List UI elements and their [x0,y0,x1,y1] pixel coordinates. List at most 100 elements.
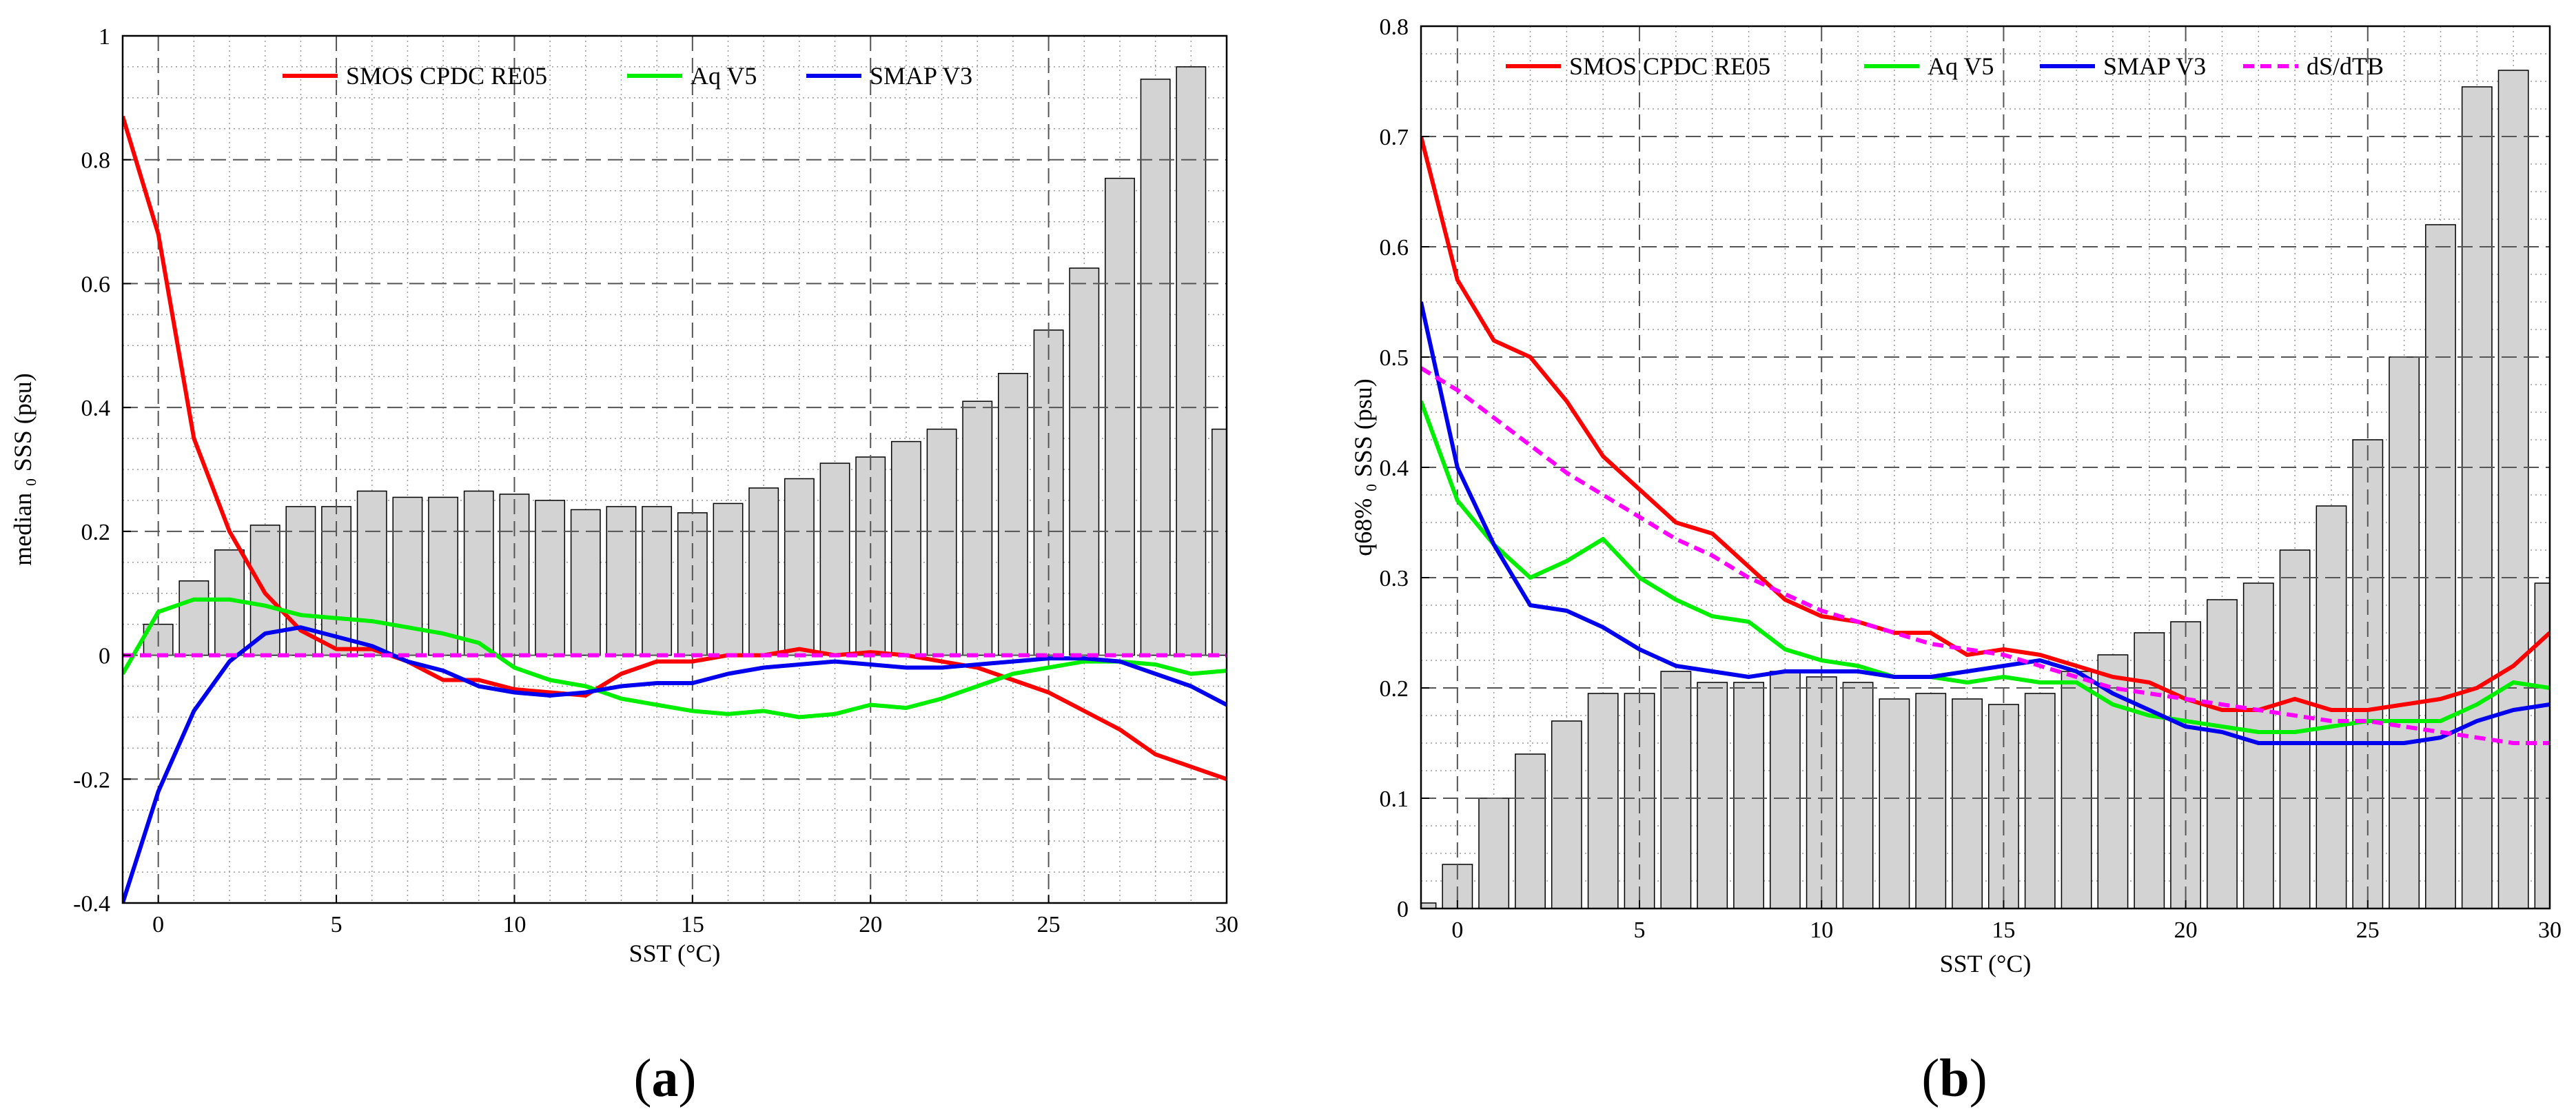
series-line-smap-v3 [1421,301,2550,745]
histogram-bar [2389,356,2420,909]
histogram-bar [1879,698,1910,909]
x-tick-label: 5 [331,912,343,937]
y-tick-label: 0.8 [81,148,111,174]
legend-label: SMOS CPDC RE05 [1569,52,1770,80]
y-tick-label: 0.2 [81,520,111,545]
x-tick-label: 15 [1992,917,2015,943]
x-axis-label: SST (°C) [1940,950,2032,977]
x-tick-label: 30 [1215,912,1238,937]
histogram-bar [1733,682,1764,909]
legend-label: SMAP V3 [870,62,972,90]
histogram-bar [2024,693,2056,909]
histogram-bar [1697,682,1728,909]
plot-frame [121,34,1228,904]
y-tick-label: 0.1 [1380,787,1409,812]
histogram-bar [1842,682,1874,909]
y-tick-label: 0.6 [1380,235,1409,261]
histogram-bar [784,478,815,656]
x-tick-label: 10 [1810,917,1833,943]
histogram-bar [2134,632,2165,909]
histogram-bars [143,66,1227,656]
series-line-smap-v3 [123,625,1227,903]
histogram-bar [713,503,744,656]
y-tick-label: 1 [99,24,110,50]
chart-panel-b: 0 5 10 15 20 25 30 0 0.1 0.2 0.3 0.4 0.5 0.6 0.7 0.8 SST… [1349,14,2562,1108]
histogram-bar [2425,224,2456,909]
series-line-aq-v5 [123,597,1227,720]
axis-ticks: 0 5 10 15 20 25 30 0 0.1 0.2 0.3 0.4 0.5 0.6 0.7 0.8 [1380,14,2562,943]
histogram-bar [2242,582,2274,909]
y-tick-label: 0.2 [1380,676,1409,702]
histogram-bar [926,428,957,656]
x-tick-label: 25 [1037,912,1061,937]
histogram-bar [1105,177,1135,656]
histogram-bar [1769,671,1801,909]
series-lines [123,115,1227,903]
y-tick-label: -0.4 [73,891,110,917]
histogram-bar [1587,693,1619,909]
y-tick-label: 0.8 [1380,14,1409,40]
x-tick-label: 0 [1451,917,1463,943]
histogram-bar [356,490,387,656]
histogram-bar [962,400,993,656]
y-tick-label: -0.2 [73,767,110,793]
histogram-bar [2497,70,2529,909]
histogram-bar [1176,66,1207,656]
series-line-smos-cpdc-re05 [123,115,1227,782]
histogram-bar [1915,693,1947,909]
panel-label: (a) [634,1048,697,1108]
x-tick-label: 5 [1634,917,1646,943]
legend-label: Aq V5 [1928,52,1994,80]
histogram-bar [570,509,601,656]
chart-panel-a: 0 5 10 15 20 25 30 -0.4 -0.2 0 0.2 0.4 0.6 0.8 1 SST (°… [9,24,1238,1108]
legend: SMOS CPDC RE05 Aq V5 SMAP V3 dS/dTB [1506,52,2384,80]
legend: SMOS CPDC RE05 Aq V5 SMAP V3 [283,62,972,90]
x-tick-label: 0 [152,912,164,937]
y-tick-label: 0.7 [1380,125,1409,150]
legend-label: SMOS CPDC RE05 [346,62,547,90]
y-tick-label: 0.6 [81,272,111,297]
histogram-bar [2461,86,2493,909]
y-tick-label: 0.3 [1380,566,1409,591]
x-tick-label: 10 [502,912,526,937]
histogram-bar [1140,79,1171,656]
histogram-bar [1212,428,1227,656]
histogram-bar [463,490,494,656]
histogram-bar [428,496,459,656]
y-axis-label: q68% ₀ SSS (psu) [1349,378,1377,556]
histogram-bar [748,487,779,656]
y-axis-label: median ₀ SSS (psu) [9,373,37,566]
histogram-bar [535,500,566,656]
legend-label: SMAP V3 [2103,52,2206,80]
histogram-bar [2061,671,2092,909]
histogram-bar [178,580,209,656]
histogram-bar [606,506,637,656]
y-tick-label: 0 [1397,897,1409,922]
x-axis-label: SST (°C) [629,940,721,967]
y-tick-label: 0.4 [1380,456,1409,481]
panel-label: (b) [1921,1048,1987,1108]
y-tick-label: 0.5 [1380,345,1409,371]
histogram-bar [1478,798,1510,909]
series-line-ds-dtb [1421,366,2550,745]
y-tick-label: 0 [99,644,110,669]
legend-label: dS/dTB [2307,52,2384,80]
series-lines [1421,136,2550,745]
histogram-bar [997,372,1028,656]
histogram-bar [642,506,673,656]
histogram-bar [1952,698,1983,909]
x-tick-label: 30 [2538,917,2562,943]
histogram-bar [819,463,850,656]
histogram-bar [1515,753,1546,909]
legend-label: Aq V5 [691,62,757,90]
histogram-bar [890,440,921,656]
histogram-bar [2207,599,2238,909]
histogram-bar [285,506,316,656]
x-tick-label: 20 [2174,917,2198,943]
histogram-bar [2534,582,2551,909]
x-tick-label: 15 [681,912,704,937]
axis-ticks: 0 5 10 15 20 25 30 -0.4 -0.2 0 0.2 0.4 0.6 0.8 1 [73,24,1238,937]
x-tick-label: 20 [859,912,882,937]
histogram-bar [1660,671,1692,909]
